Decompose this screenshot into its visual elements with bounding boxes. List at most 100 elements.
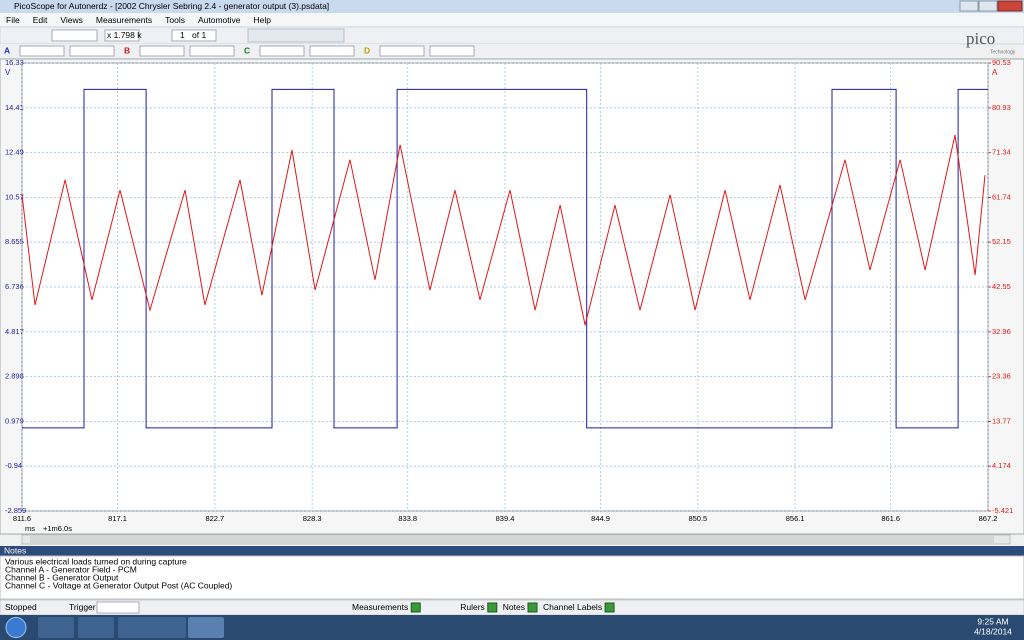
y2-tick-label: 32.96	[992, 327, 1011, 336]
x-tick-label: 811.6	[13, 514, 31, 523]
y-unit: V	[5, 68, 11, 77]
status-icon[interactable]	[410, 602, 421, 613]
task-media[interactable]	[78, 617, 114, 638]
y-tick-label: -0.94	[5, 461, 22, 470]
logo: pico	[966, 29, 995, 48]
channel-coupling[interactable]	[309, 45, 355, 57]
note-line: Channel A - Generator Field - PCM	[5, 564, 137, 574]
zoom-factor: x 1.798 k	[107, 30, 142, 40]
channel-range[interactable]	[379, 45, 425, 57]
status-button[interactable]: Channel Labels	[543, 602, 602, 612]
notes-panel	[0, 555, 1024, 600]
start-button[interactable]	[5, 617, 27, 638]
close-button[interactable]	[997, 0, 1023, 12]
y2-tick-label: -5.421	[992, 506, 1013, 515]
x-tick-label: 817.1	[108, 514, 127, 523]
y2-tick-label: 61.74	[992, 192, 1011, 201]
status-icon[interactable]	[487, 602, 498, 613]
y2-unit: A	[992, 68, 998, 77]
channel-coupling[interactable]	[69, 45, 115, 57]
y-tick-label: -2.859	[5, 506, 26, 515]
y-tick-label: 12.49	[5, 148, 24, 157]
x-tick-label: 822.7	[205, 514, 224, 523]
menu-bar	[0, 13, 1024, 27]
y-tick-label: 2.898	[5, 372, 24, 381]
x-offset: +1m6.0s	[43, 524, 72, 533]
x-tick-label: 856.1	[786, 514, 805, 523]
y-tick-label: 0.979	[5, 416, 24, 425]
note-line: Channel C - Voltage at Generator Output …	[5, 580, 232, 590]
y-tick-label: 14.41	[5, 103, 24, 112]
y2-tick-label: 71.34	[992, 148, 1011, 157]
page-count: of 1	[192, 30, 206, 40]
clock-date: 4/18/2014	[974, 626, 1012, 636]
status-icon[interactable]	[604, 602, 615, 613]
scroll-thumb[interactable]	[30, 536, 994, 543]
channel-button[interactable]: B	[124, 45, 130, 55]
x-tick-label: 828.3	[303, 514, 322, 523]
y2-tick-label: 52.15	[992, 237, 1011, 246]
channel-button[interactable]: C	[244, 45, 250, 55]
x-tick-label: 844.9	[591, 514, 610, 523]
channel-coupling[interactable]	[189, 45, 235, 57]
menu-item[interactable]: Views	[60, 15, 83, 25]
page-box[interactable]	[171, 29, 217, 42]
y-tick-label: 10.57	[5, 192, 24, 201]
clock-time: 9:25 AM	[977, 616, 1008, 626]
x-tick-label: 833.8	[398, 514, 417, 523]
trigger-label: Trigger	[69, 602, 96, 612]
y2-tick-label: 80.93	[992, 103, 1011, 112]
zoom-box[interactable]	[104, 29, 140, 42]
x-tick-label: 850.5	[688, 514, 707, 523]
tool-buttons[interactable]	[247, 28, 345, 43]
menu-item[interactable]: File	[6, 15, 20, 25]
status-button[interactable]: Rulers	[460, 602, 485, 612]
trace	[21, 134, 986, 326]
menu-item[interactable]: Measurements	[96, 15, 152, 25]
channel-toolbar	[0, 44, 960, 58]
status-icon[interactable]	[527, 602, 538, 613]
page-number: 1	[180, 30, 185, 40]
menu-item[interactable]: Help	[253, 15, 271, 25]
menu-item[interactable]: Edit	[33, 15, 48, 25]
y-tick-label: 6.736	[5, 282, 24, 291]
x-tick-label: 867.2	[979, 514, 998, 523]
task-outlook[interactable]	[118, 617, 154, 638]
task-explorer[interactable]	[38, 617, 74, 638]
channel-button[interactable]: D	[364, 45, 370, 55]
menu-item[interactable]: Automotive	[198, 15, 241, 25]
note-line: Various electrical loads turned on durin…	[5, 556, 187, 566]
note-line: Channel B - Generator Output	[5, 572, 119, 582]
status-button[interactable]: Measurements	[352, 602, 408, 612]
y2-tick-label: 13.77	[992, 416, 1011, 425]
channel-coupling[interactable]	[429, 45, 475, 57]
window-title: PicoScope for Autonerdz - [2002 Chrysler…	[14, 1, 329, 11]
y2-tick-label: 42.55	[992, 282, 1011, 291]
notes-header	[0, 546, 1024, 556]
run-state: Stopped	[5, 602, 37, 612]
y-tick-label: 4.817	[5, 327, 24, 336]
status-button[interactable]: Notes	[503, 602, 525, 612]
y2-tick-label: 4.174	[992, 461, 1011, 470]
channel-range[interactable]	[259, 45, 305, 57]
channel-button[interactable]: A	[4, 45, 10, 55]
x-tick-label: 839.4	[496, 514, 515, 523]
y-tick-label: 8.655	[5, 237, 24, 246]
channel-range[interactable]	[139, 45, 185, 57]
menu-item[interactable]: Tools	[165, 15, 185, 25]
trigger-mode[interactable]	[96, 601, 140, 614]
channel-range[interactable]	[19, 45, 65, 57]
maximize-button[interactable]	[978, 0, 998, 12]
y2-tick-label: 23.36	[992, 372, 1011, 381]
logo-sub: Technology	[990, 49, 1016, 55]
task-browser[interactable]	[150, 617, 186, 638]
toolbar	[0, 26, 1024, 45]
combo-box[interactable]	[51, 29, 98, 42]
trace	[22, 88, 988, 429]
minimize-button[interactable]	[959, 0, 979, 12]
title-bar	[0, 0, 1024, 13]
x-tick-label: 861.6	[881, 514, 900, 523]
notes-title: Notes	[4, 545, 26, 555]
task-picoscope[interactable]	[188, 617, 224, 638]
